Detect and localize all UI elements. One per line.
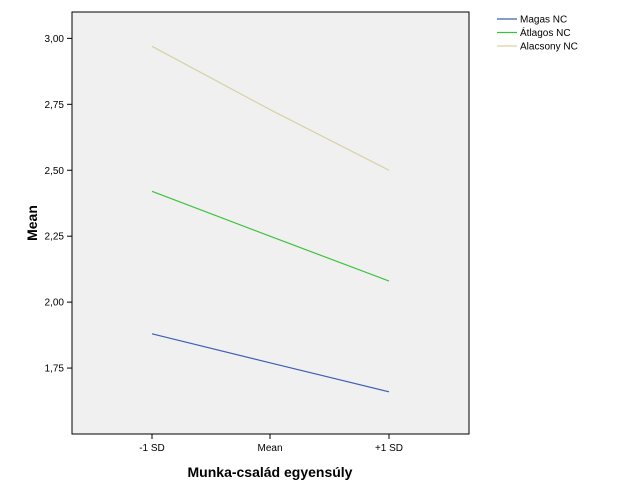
x-tick-label: +1 SD xyxy=(375,443,403,454)
series-lines xyxy=(151,45,390,393)
y-tick-label: 2,25 xyxy=(45,232,65,243)
y-tick-label: 2,75 xyxy=(45,100,65,111)
legend-label: Alacsony NC xyxy=(520,42,578,53)
series-line-3 xyxy=(151,45,390,171)
series-line-1 xyxy=(151,333,390,393)
plot-area xyxy=(71,11,470,435)
series-line-2 xyxy=(151,190,390,282)
x-axis-title: Munka-család egyensúly xyxy=(188,464,353,480)
y-axis-ticks: 1,75 2,00 2,25 2,50 2,75 3,00 xyxy=(45,34,72,375)
y-tick-label: 3,00 xyxy=(45,34,65,45)
legend-label: Átlagos NC xyxy=(520,26,571,39)
y-axis-title: Mean xyxy=(24,205,40,241)
x-tick-label: -1 SD xyxy=(139,443,165,454)
y-tick-label: 2,50 xyxy=(45,166,65,177)
x-axis-ticks: -1 SD Mean +1 SD xyxy=(139,434,403,454)
x-tick-label: Mean xyxy=(257,443,282,454)
y-tick-label: 2,00 xyxy=(45,298,65,309)
y-tick-label: 1,75 xyxy=(45,364,65,375)
legend-label: Magas NC xyxy=(520,15,567,26)
